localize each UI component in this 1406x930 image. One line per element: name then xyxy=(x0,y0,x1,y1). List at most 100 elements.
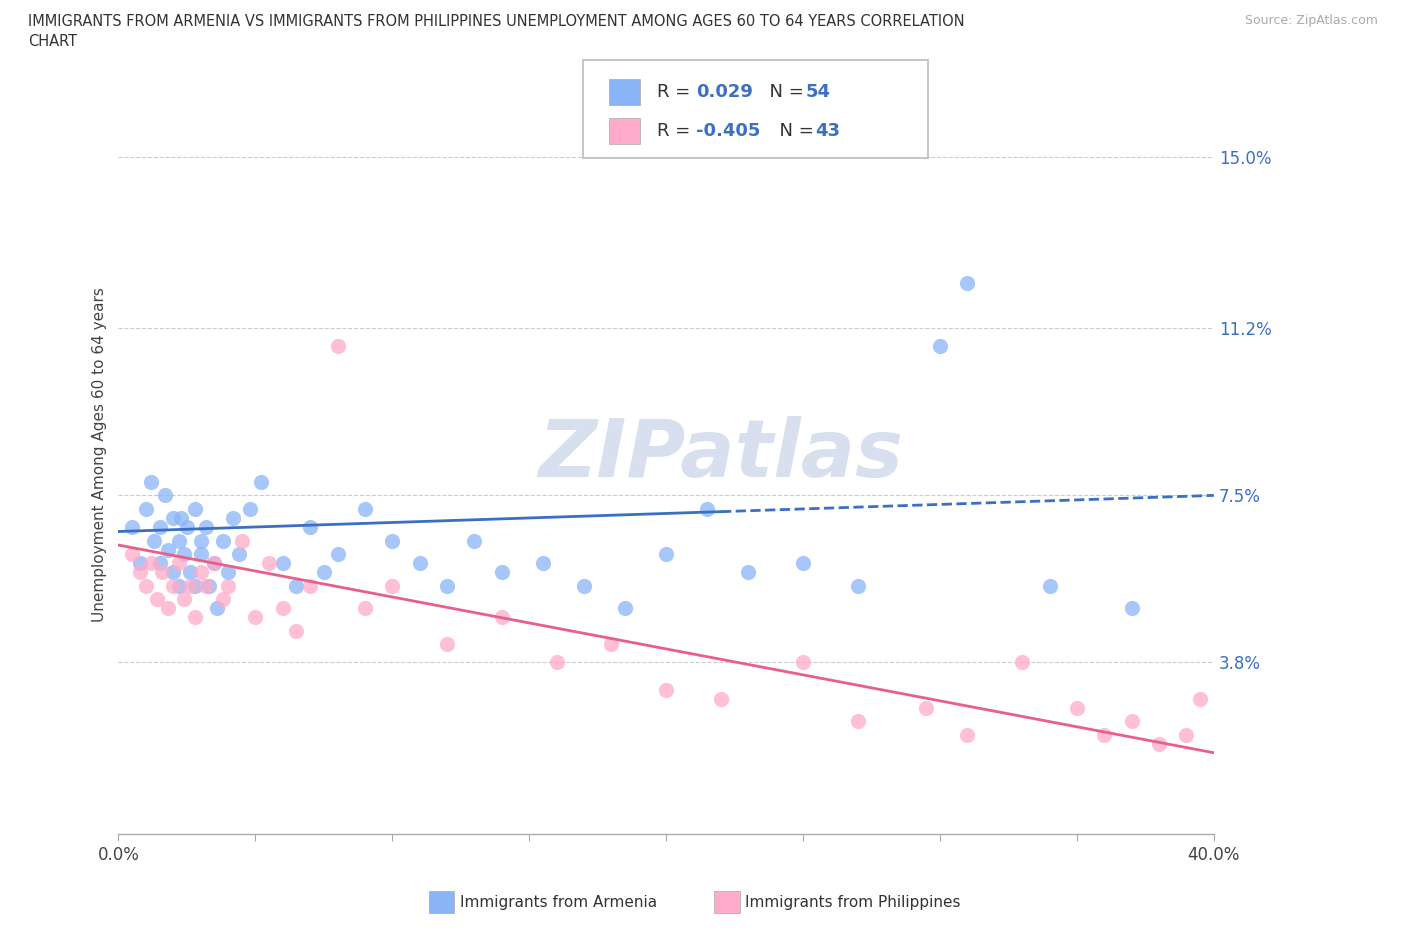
Point xyxy=(792,655,814,670)
Point xyxy=(408,556,430,571)
Point xyxy=(792,556,814,571)
Text: 54: 54 xyxy=(806,83,831,100)
Point xyxy=(162,578,184,593)
Point xyxy=(167,578,190,593)
Point xyxy=(846,578,869,593)
Point xyxy=(1066,700,1088,715)
Point xyxy=(195,520,218,535)
Point xyxy=(299,578,322,593)
Point xyxy=(190,565,212,579)
Point xyxy=(148,520,170,535)
Point xyxy=(1011,655,1033,670)
Point xyxy=(190,547,212,562)
Point xyxy=(271,601,294,616)
Point xyxy=(198,578,221,593)
Point xyxy=(211,533,233,548)
Text: IMMIGRANTS FROM ARMENIA VS IMMIGRANTS FROM PHILIPPINES UNEMPLOYMENT AMONG AGES 6: IMMIGRANTS FROM ARMENIA VS IMMIGRANTS FR… xyxy=(28,14,965,29)
Point xyxy=(156,542,179,557)
Point xyxy=(143,533,166,548)
Point xyxy=(737,565,759,579)
Text: N =: N = xyxy=(768,122,820,140)
Point xyxy=(156,601,179,616)
Point xyxy=(184,578,207,593)
Point xyxy=(436,637,458,652)
Point xyxy=(463,533,485,548)
Point xyxy=(141,474,163,489)
Point xyxy=(121,547,143,562)
Point xyxy=(354,601,377,616)
Point xyxy=(153,488,176,503)
Text: -0.405: -0.405 xyxy=(696,122,761,140)
Point xyxy=(217,578,239,593)
Point xyxy=(326,547,349,562)
Point xyxy=(148,556,170,571)
Point xyxy=(257,556,280,571)
Point xyxy=(381,533,404,548)
Point xyxy=(436,578,458,593)
Point xyxy=(202,556,225,571)
Point xyxy=(1189,691,1212,706)
Point xyxy=(141,556,163,571)
Text: Immigrants from Philippines: Immigrants from Philippines xyxy=(745,895,960,910)
Point xyxy=(250,474,273,489)
Point xyxy=(167,556,190,571)
Point xyxy=(135,501,157,516)
Point xyxy=(600,637,623,652)
Point xyxy=(1092,727,1115,742)
Text: R =: R = xyxy=(657,83,696,100)
Point xyxy=(228,547,250,562)
Point xyxy=(184,501,207,516)
Text: N =: N = xyxy=(758,83,810,100)
Point xyxy=(184,610,207,625)
Point xyxy=(167,533,190,548)
Point xyxy=(211,591,233,606)
Text: Immigrants from Armenia: Immigrants from Armenia xyxy=(460,895,657,910)
Point xyxy=(121,520,143,535)
Point xyxy=(239,501,262,516)
Point xyxy=(1121,713,1143,728)
Point xyxy=(195,578,218,593)
Point xyxy=(146,591,169,606)
Point xyxy=(285,623,308,638)
Point xyxy=(696,501,718,516)
Point xyxy=(491,565,513,579)
Point xyxy=(190,533,212,548)
Text: CHART: CHART xyxy=(28,34,77,49)
Point xyxy=(312,565,335,579)
Point xyxy=(846,713,869,728)
Point xyxy=(205,601,228,616)
Point xyxy=(179,578,201,593)
Point xyxy=(129,556,152,571)
Point xyxy=(956,727,979,742)
Point xyxy=(531,556,554,571)
Point xyxy=(173,547,195,562)
Point xyxy=(231,533,253,548)
Point xyxy=(956,275,979,290)
Point xyxy=(1038,578,1060,593)
Point xyxy=(245,610,267,625)
Point xyxy=(354,501,377,516)
Point xyxy=(129,565,152,579)
Point xyxy=(1147,737,1170,751)
Y-axis label: Unemployment Among Ages 60 to 64 years: Unemployment Among Ages 60 to 64 years xyxy=(93,287,107,622)
Text: 0.029: 0.029 xyxy=(696,83,752,100)
Point xyxy=(170,511,193,525)
Point xyxy=(491,610,513,625)
Point xyxy=(655,682,678,697)
Point xyxy=(285,578,308,593)
Text: R =: R = xyxy=(657,122,696,140)
Point xyxy=(271,556,294,571)
Point xyxy=(135,578,157,593)
Point xyxy=(202,556,225,571)
Point xyxy=(162,511,184,525)
Point xyxy=(222,511,245,525)
Point xyxy=(710,691,733,706)
Point xyxy=(173,591,195,606)
Point xyxy=(929,339,952,353)
Text: ZIPatlas: ZIPatlas xyxy=(538,416,904,494)
Point xyxy=(614,601,637,616)
Point xyxy=(299,520,322,535)
Point xyxy=(217,565,239,579)
Point xyxy=(381,578,404,593)
Point xyxy=(915,700,938,715)
